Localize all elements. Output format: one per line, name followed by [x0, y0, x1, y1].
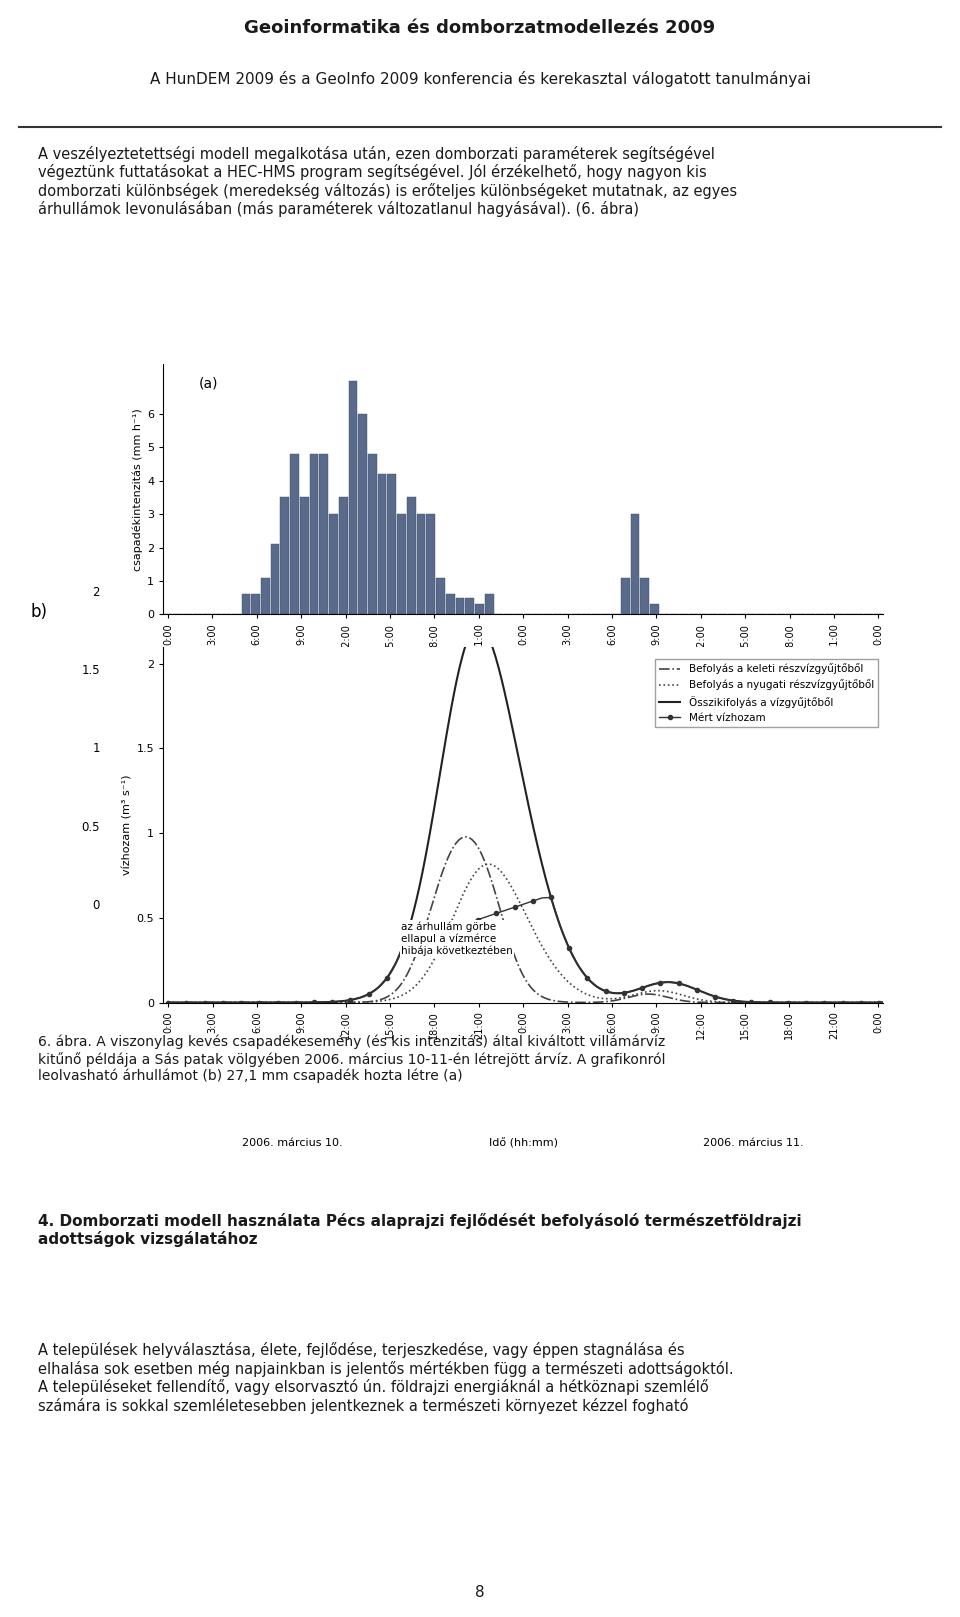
Text: Geoinformatika és domborzatmodellezés 2009: Geoinformatika és domborzatmodellezés 20…	[245, 19, 715, 37]
Bar	[358, 414, 367, 614]
Text: 4. Domborzati modell használata Pécs alaprajzi fejlődését befolyásoló természetf: 4. Domborzati modell használata Pécs ala…	[38, 1213, 802, 1247]
Text: 2006. március 11.: 2006. március 11.	[704, 752, 804, 762]
Text: 2006. március 10.: 2006. március 10.	[243, 1138, 343, 1148]
Bar	[475, 605, 484, 614]
Bar	[436, 577, 444, 614]
Y-axis label: csapadékintenzitás (mm h⁻¹): csapadékintenzitás (mm h⁻¹)	[132, 407, 143, 571]
Bar	[339, 498, 348, 614]
Bar	[377, 474, 387, 614]
Bar	[271, 545, 279, 614]
Text: az árhullám görbe
ellapul a vízmérce
hibája következtében: az árhullám görbe ellapul a vízmérce hib…	[401, 922, 513, 956]
Text: 6. ábra. A viszonylag kevés csapadékesemény (és kis intenzitás) által kiváltott : 6. ábra. A viszonylag kevés csapadékesem…	[38, 1035, 666, 1083]
Bar	[640, 577, 649, 614]
Text: 2006. március 10.: 2006. március 10.	[243, 752, 343, 762]
Bar	[368, 454, 376, 614]
Bar	[320, 454, 328, 614]
Text: 8: 8	[475, 1585, 485, 1601]
Bar	[300, 498, 309, 614]
Bar	[407, 498, 416, 614]
Bar	[445, 595, 455, 614]
Text: b): b)	[31, 603, 48, 621]
Text: 0: 0	[92, 899, 100, 912]
Text: A HunDEM 2009 és a GeoInfo 2009 konferencia és kerekasztal válogatott tanulmánya: A HunDEM 2009 és a GeoInfo 2009 konferen…	[150, 71, 810, 87]
Bar	[417, 514, 425, 614]
Text: (a): (a)	[200, 377, 219, 390]
Bar	[650, 605, 659, 614]
Bar	[329, 514, 338, 614]
Bar	[252, 595, 260, 614]
Bar	[621, 577, 630, 614]
Bar	[631, 514, 639, 614]
Bar	[280, 498, 289, 614]
Text: A települések helyválasztása, élete, fejlődése, terjeszkedése, vagy éppen stagná: A települések helyválasztása, élete, fej…	[38, 1342, 734, 1413]
Bar	[466, 598, 474, 614]
Bar	[242, 595, 251, 614]
Bar	[261, 577, 270, 614]
Legend: Befolyás a keleti részvízgyűjtőből, Befolyás a nyugati részvízgyűjtőből, Össziki: Befolyás a keleti részvízgyűjtőből, Befo…	[656, 660, 878, 728]
Bar	[290, 454, 299, 614]
Text: 2: 2	[92, 585, 100, 598]
Text: A veszélyeztetettségi modell megalkotása után, ezen domborzati paraméterek segít: A veszélyeztetettségi modell megalkotása…	[38, 146, 737, 217]
Text: idő (hh:mm): idő (hh:mm)	[489, 752, 558, 763]
Bar	[388, 474, 396, 614]
Bar	[397, 514, 406, 614]
Bar	[485, 595, 493, 614]
Y-axis label: vízhozam (m³ s⁻¹): vízhozam (m³ s⁻¹)	[122, 775, 132, 875]
Text: 0.5: 0.5	[82, 821, 100, 834]
Text: 1.5: 1.5	[82, 665, 100, 678]
Bar	[310, 454, 319, 614]
Text: Idő (hh:mm): Idő (hh:mm)	[489, 1138, 558, 1148]
Bar	[426, 514, 435, 614]
Text: 2006. március 11.: 2006. március 11.	[704, 1138, 804, 1148]
Bar	[456, 598, 465, 614]
Text: 1: 1	[92, 742, 100, 755]
Bar	[348, 380, 357, 614]
